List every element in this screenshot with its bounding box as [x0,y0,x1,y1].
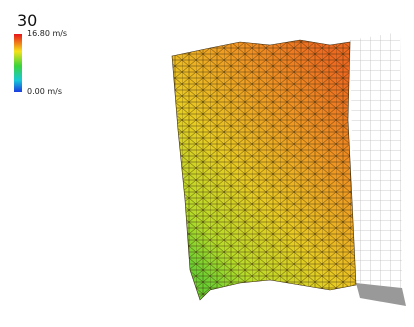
viewport: 30 16.80 m/s 0.00 m/s [0,0,414,327]
max-label: 16.80 m/s [27,29,67,38]
floor-grid [350,32,402,290]
frame-number: 30 [17,11,37,30]
scene [0,0,414,327]
cloth-mesh [172,40,356,300]
min-label: 0.00 m/s [27,87,62,96]
color-bar [14,34,22,92]
